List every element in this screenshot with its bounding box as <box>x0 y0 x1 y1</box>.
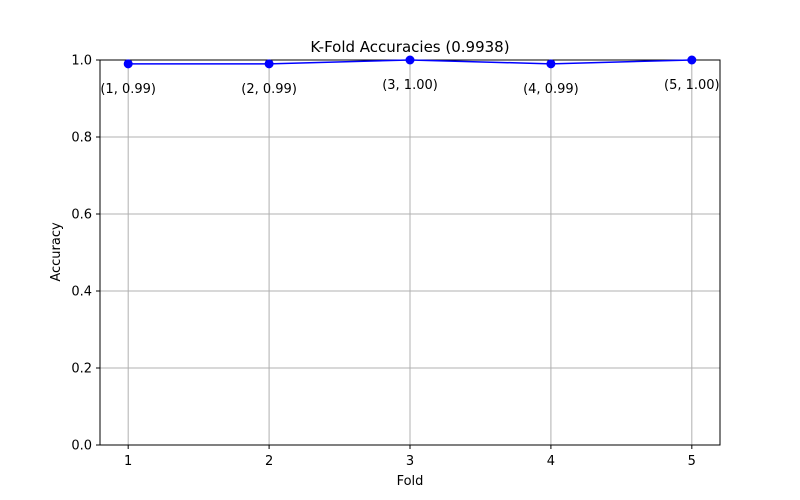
x-tick-label: 2 <box>265 454 273 469</box>
data-point-marker <box>264 59 274 69</box>
y-tick-label: 1.0 <box>71 54 92 69</box>
data-point-label: (2, 0.99) <box>241 82 297 97</box>
accuracy-series <box>123 55 697 69</box>
x-tick-label: 4 <box>547 454 555 469</box>
data-point-label: (3, 1.00) <box>382 78 438 93</box>
data-point-marker <box>123 59 133 69</box>
y-tick-label: 0.0 <box>71 439 92 454</box>
grid-lines <box>100 59 720 446</box>
data-point-label: (5, 1.00) <box>664 78 720 93</box>
data-point-marker <box>687 55 697 65</box>
x-axis-ticks: 1 2 3 4 5 <box>124 445 696 469</box>
point-labels: (1, 0.99) (2, 0.99) (3, 1.00) (4, 0.99) (5, … <box>100 78 719 97</box>
y-axis-ticks: 0.0 0.2 0.4 0.6 0.8 1.0 <box>71 54 100 454</box>
y-tick-label: 0.8 <box>71 131 92 146</box>
data-point-marker <box>405 55 415 65</box>
y-tick-label: 0.2 <box>71 362 92 377</box>
x-tick-label: 3 <box>406 454 414 469</box>
x-tick-label: 1 <box>124 454 132 469</box>
y-tick-label: 0.6 <box>71 208 92 223</box>
y-tick-label: 0.4 <box>71 285 92 300</box>
data-point-marker <box>546 59 556 69</box>
x-tick-label: 5 <box>688 454 696 469</box>
data-point-label: (4, 0.99) <box>523 82 579 97</box>
y-axis-label: Accuracy <box>49 222 64 282</box>
data-point-label: (1, 0.99) <box>100 82 156 97</box>
x-axis-label: Fold <box>397 474 424 489</box>
chart-title: K-Fold Accuracies (0.9938) <box>310 38 509 56</box>
